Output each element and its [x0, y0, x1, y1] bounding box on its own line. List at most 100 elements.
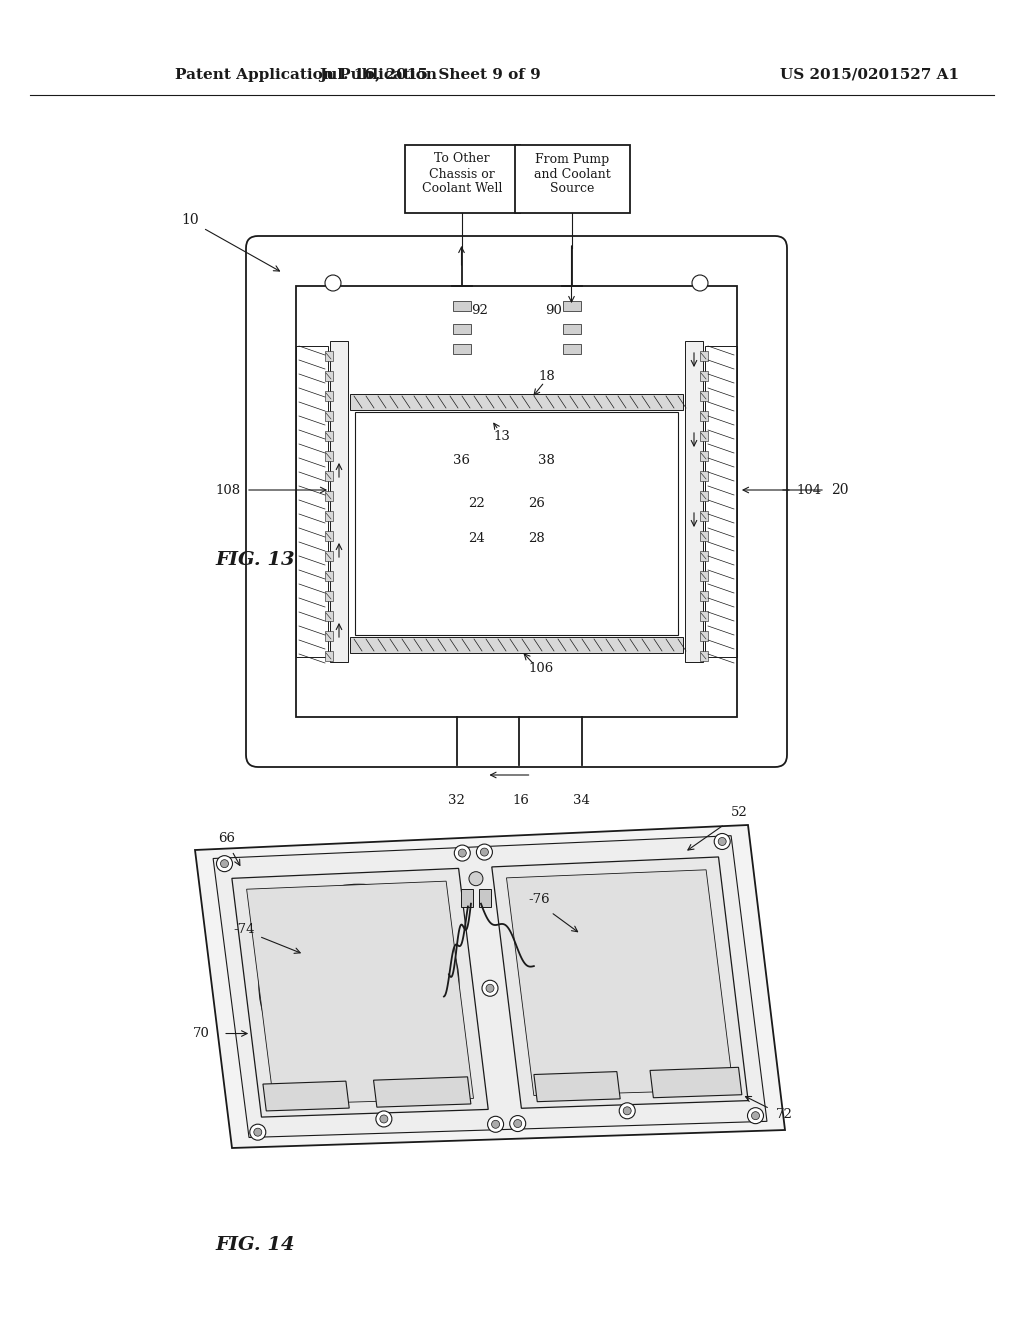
Circle shape: [455, 845, 470, 861]
Bar: [700, 432, 708, 441]
Text: 24: 24: [468, 532, 485, 545]
Circle shape: [380, 1115, 388, 1123]
Bar: [350, 393, 683, 411]
Text: US 2015/0201527 A1: US 2015/0201527 A1: [780, 69, 959, 82]
Circle shape: [220, 859, 228, 867]
Text: 36: 36: [453, 454, 470, 466]
Circle shape: [346, 972, 372, 998]
Polygon shape: [604, 900, 637, 950]
Circle shape: [487, 1117, 504, 1133]
Text: 90: 90: [545, 305, 562, 318]
Circle shape: [334, 960, 384, 1010]
Bar: [453, 345, 470, 354]
Circle shape: [482, 981, 498, 997]
Polygon shape: [364, 931, 424, 957]
Circle shape: [748, 1107, 764, 1123]
Bar: [700, 491, 708, 502]
Bar: [700, 371, 708, 381]
Text: 34: 34: [573, 793, 590, 807]
Polygon shape: [283, 952, 333, 994]
Polygon shape: [314, 1012, 364, 1056]
Text: FIG. 13: FIG. 13: [215, 550, 295, 569]
Polygon shape: [577, 1002, 624, 1040]
Bar: [355, 412, 678, 635]
Circle shape: [714, 833, 730, 850]
Text: 38: 38: [538, 454, 555, 466]
Text: 16: 16: [512, 793, 529, 807]
Text: 32: 32: [449, 793, 465, 807]
Bar: [325, 391, 333, 401]
Bar: [700, 391, 708, 401]
Circle shape: [692, 275, 708, 290]
Text: 10: 10: [181, 213, 199, 227]
Bar: [325, 631, 333, 642]
Circle shape: [216, 855, 232, 871]
Bar: [325, 531, 333, 541]
Circle shape: [492, 1121, 500, 1129]
Bar: [562, 323, 581, 334]
Bar: [705, 346, 737, 657]
Text: -74: -74: [233, 923, 255, 936]
Bar: [453, 323, 470, 334]
Bar: [562, 301, 581, 312]
Text: 106: 106: [528, 663, 554, 676]
Polygon shape: [627, 993, 646, 1048]
Polygon shape: [374, 1077, 471, 1107]
Polygon shape: [387, 985, 423, 1040]
Circle shape: [469, 871, 483, 886]
Bar: [325, 550, 333, 561]
Bar: [562, 345, 581, 354]
Polygon shape: [547, 944, 593, 983]
Circle shape: [274, 899, 444, 1069]
Bar: [479, 888, 490, 907]
Bar: [325, 491, 333, 502]
Polygon shape: [344, 906, 379, 960]
Circle shape: [539, 894, 698, 1055]
Circle shape: [325, 275, 341, 290]
Circle shape: [620, 1102, 635, 1119]
Text: Coolant Well: Coolant Well: [422, 182, 502, 195]
Text: 28: 28: [528, 532, 545, 545]
Bar: [330, 341, 348, 663]
Text: 72: 72: [775, 1109, 793, 1121]
Bar: [700, 471, 708, 480]
Bar: [325, 591, 333, 601]
Text: 20: 20: [831, 483, 849, 498]
Circle shape: [259, 884, 459, 1084]
Text: From Pump: From Pump: [535, 153, 609, 165]
Circle shape: [514, 1119, 521, 1127]
Circle shape: [480, 847, 488, 857]
Bar: [325, 451, 333, 461]
Bar: [700, 611, 708, 620]
Polygon shape: [507, 870, 733, 1096]
Polygon shape: [534, 1072, 621, 1102]
Circle shape: [476, 843, 493, 861]
Circle shape: [524, 879, 714, 1069]
Polygon shape: [492, 857, 749, 1109]
Circle shape: [752, 1111, 760, 1119]
Bar: [325, 411, 333, 421]
Bar: [453, 301, 470, 312]
Circle shape: [624, 1106, 631, 1115]
Polygon shape: [547, 995, 605, 1008]
Bar: [700, 550, 708, 561]
Circle shape: [486, 985, 494, 993]
Text: 18: 18: [539, 370, 555, 383]
Bar: [685, 341, 703, 663]
Bar: [325, 651, 333, 661]
Polygon shape: [577, 907, 594, 965]
Bar: [296, 286, 737, 717]
Circle shape: [606, 961, 632, 987]
Polygon shape: [640, 954, 693, 979]
Bar: [700, 572, 708, 581]
Text: 52: 52: [731, 805, 748, 818]
Text: 70: 70: [193, 1027, 210, 1040]
Bar: [325, 572, 333, 581]
Polygon shape: [624, 923, 680, 948]
Bar: [700, 351, 708, 360]
Circle shape: [250, 1125, 266, 1140]
Bar: [700, 631, 708, 642]
Bar: [514, 145, 630, 213]
Bar: [325, 371, 333, 381]
Circle shape: [510, 1115, 525, 1131]
